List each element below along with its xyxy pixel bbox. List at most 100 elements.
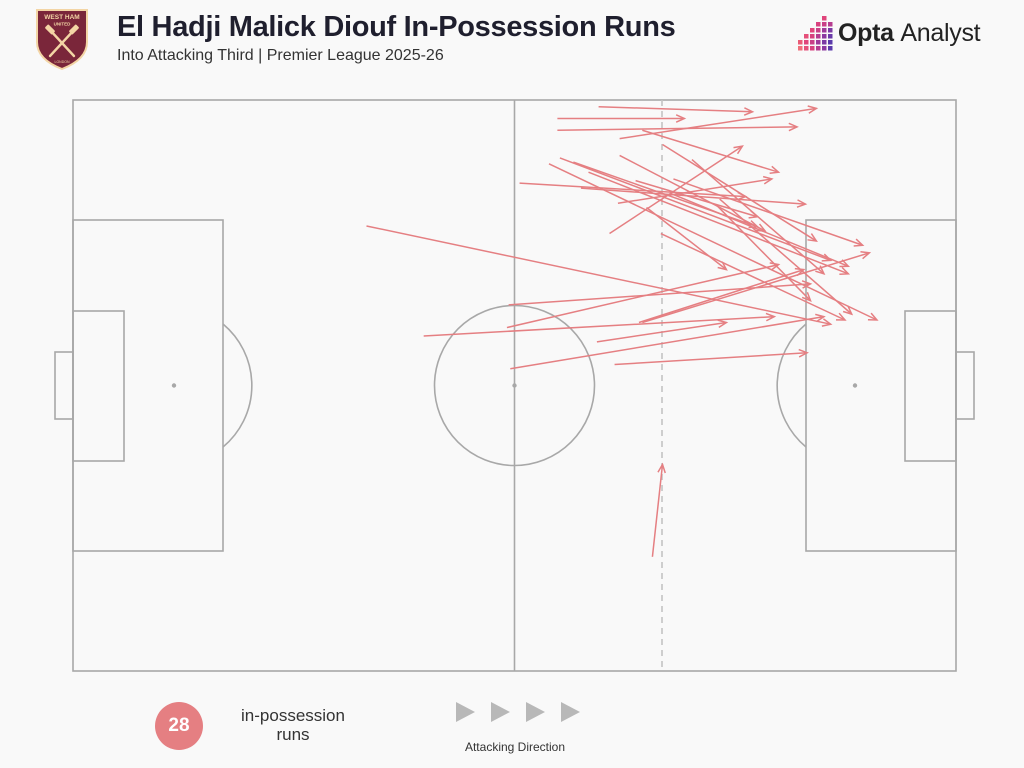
- run-line: [635, 179, 758, 218]
- logo-pixel: [804, 46, 809, 51]
- run-arrowhead: [821, 318, 833, 327]
- run-arrowhead: [765, 312, 777, 322]
- run-line: [519, 182, 746, 198]
- logo-pixel: [822, 34, 827, 39]
- logo-pixel: [828, 34, 833, 39]
- play-triangle-icon: [491, 702, 510, 722]
- run-line: [506, 263, 779, 329]
- run-line: [651, 464, 664, 557]
- run-arrowhead: [675, 114, 687, 123]
- run-count-label-line2: runs: [276, 725, 310, 744]
- logo-pixel: [810, 46, 815, 51]
- right-six-yard-box: [904, 310, 957, 462]
- run-arrowhead: [853, 238, 865, 247]
- brand-name-regular: Analyst: [900, 19, 981, 47]
- logo-pixel: [822, 22, 827, 27]
- run-arrowhead: [815, 313, 826, 323]
- run-arrowhead: [821, 253, 833, 262]
- crest-text-bottom: LONDON: [55, 60, 70, 64]
- run-line: [619, 107, 817, 140]
- right-goal: [955, 351, 975, 420]
- logo-pixel: [798, 46, 803, 51]
- west-ham-crest-icon: WEST HAM UNITED LONDON: [36, 9, 88, 70]
- logo-pixel: [810, 28, 815, 33]
- run-arrowhead: [756, 223, 767, 232]
- run-arrow: [719, 198, 854, 316]
- run-arrowhead: [769, 262, 781, 271]
- run-arrow: [673, 178, 865, 247]
- run-arrow: [598, 105, 755, 116]
- run-arrow: [691, 159, 826, 276]
- run-arrow: [660, 232, 847, 321]
- run-arrow: [642, 250, 872, 324]
- logo-pixel: [828, 40, 833, 45]
- run-line: [510, 315, 825, 370]
- attacking-direction-arrows: [456, 702, 580, 722]
- right-penalty-arc: [776, 323, 807, 448]
- run-arrow: [669, 192, 851, 268]
- run-arrowhead: [807, 105, 819, 114]
- run-arrowhead: [839, 266, 851, 275]
- crest-text-mid: UNITED: [54, 22, 72, 27]
- opta-pixel-logo-icon: [798, 16, 833, 51]
- logo-pixel: [816, 28, 821, 33]
- logo-pixel: [828, 46, 833, 51]
- left-six-yard-box: [72, 310, 125, 462]
- run-line: [609, 145, 743, 235]
- runs-layer: [366, 105, 879, 557]
- run-count-badge: 28: [155, 702, 203, 750]
- logo-pixel: [828, 22, 833, 27]
- run-arrow: [557, 114, 687, 123]
- run-arrowhead: [860, 250, 872, 260]
- run-arrow: [366, 225, 833, 327]
- logo-pixel: [828, 28, 833, 33]
- run-line: [423, 315, 775, 337]
- run-arrow: [642, 129, 781, 175]
- run-arrowhead: [737, 191, 748, 201]
- logo-pixel: [822, 40, 827, 45]
- run-arrowhead: [798, 348, 809, 358]
- run-line: [719, 198, 853, 315]
- run-arrowhead: [867, 312, 879, 321]
- run-arrow: [617, 175, 774, 205]
- run-arrowhead: [717, 261, 728, 271]
- run-arrow: [519, 182, 748, 201]
- run-arrowhead: [839, 259, 851, 268]
- run-arrowhead: [769, 165, 781, 175]
- logo-pixel: [804, 40, 809, 45]
- run-line: [638, 268, 805, 324]
- logo-pixel: [816, 40, 821, 45]
- logo-pixel: [816, 46, 821, 51]
- page-title: El Hadji Malick Diouf In-Possession Runs: [117, 11, 676, 43]
- run-line: [669, 192, 849, 267]
- run-arrowhead: [801, 280, 813, 289]
- run-arrowhead: [801, 291, 812, 303]
- run-line: [642, 129, 779, 173]
- run-count-label-line1: in-possession: [241, 706, 345, 725]
- run-arrow: [580, 187, 808, 208]
- run-arrowhead: [807, 233, 818, 243]
- run-arrowhead: [657, 462, 666, 474]
- run-arrow: [609, 145, 744, 235]
- run-arrow: [557, 122, 799, 132]
- left-penalty-arc: [222, 323, 253, 448]
- centre-circle: [433, 304, 596, 467]
- run-arrow: [651, 462, 666, 557]
- run-arrowhead: [762, 175, 774, 185]
- run-line: [557, 126, 798, 131]
- run-arrow: [596, 319, 729, 343]
- run-arrow: [508, 280, 813, 306]
- logo-pixel: [816, 22, 821, 27]
- run-line: [559, 157, 831, 262]
- run-arrowhead: [743, 107, 755, 116]
- run-count-label: in-possession runs: [222, 706, 364, 744]
- play-triangle-icon: [561, 702, 580, 722]
- right-penalty-area: [805, 219, 957, 552]
- run-arrowhead: [788, 122, 799, 132]
- run-arrow: [559, 157, 833, 262]
- run-arrow: [423, 312, 777, 337]
- left-penalty-area: [72, 219, 224, 552]
- run-line: [660, 232, 846, 321]
- run-line: [617, 178, 772, 205]
